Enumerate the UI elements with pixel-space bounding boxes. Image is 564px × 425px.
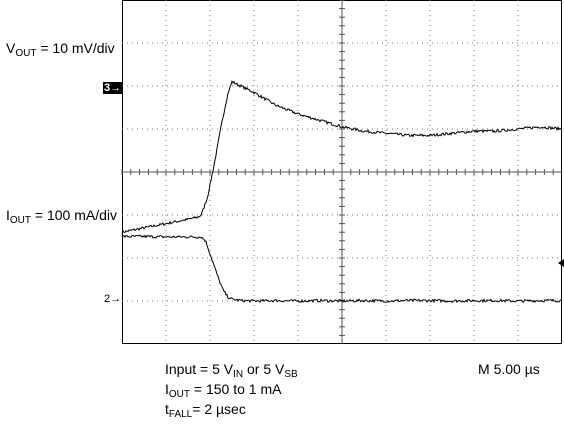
traces [121,79,563,304]
iout-trace [121,234,563,304]
timebase-readout: M 5.00 µs [478,361,540,377]
iout-channel-marker: 2→ [104,293,122,305]
graticule [121,0,562,344]
test-condition-iout: IOUT = 150 to 1 mA [165,381,282,400]
trigger-level-marker [558,259,564,267]
test-condition-tfall: tFALL= 2 µsec [165,401,246,420]
vout-trace [121,79,563,234]
test-condition-input: Input = 5 VIN or 5 VSB [165,361,298,380]
iout-scale-label: IOUT = 100 mA/div [6,207,117,226]
vout-channel-marker: 3→ [103,82,123,94]
vout-scale-label: VOUT = 10 mV/div [6,40,115,59]
